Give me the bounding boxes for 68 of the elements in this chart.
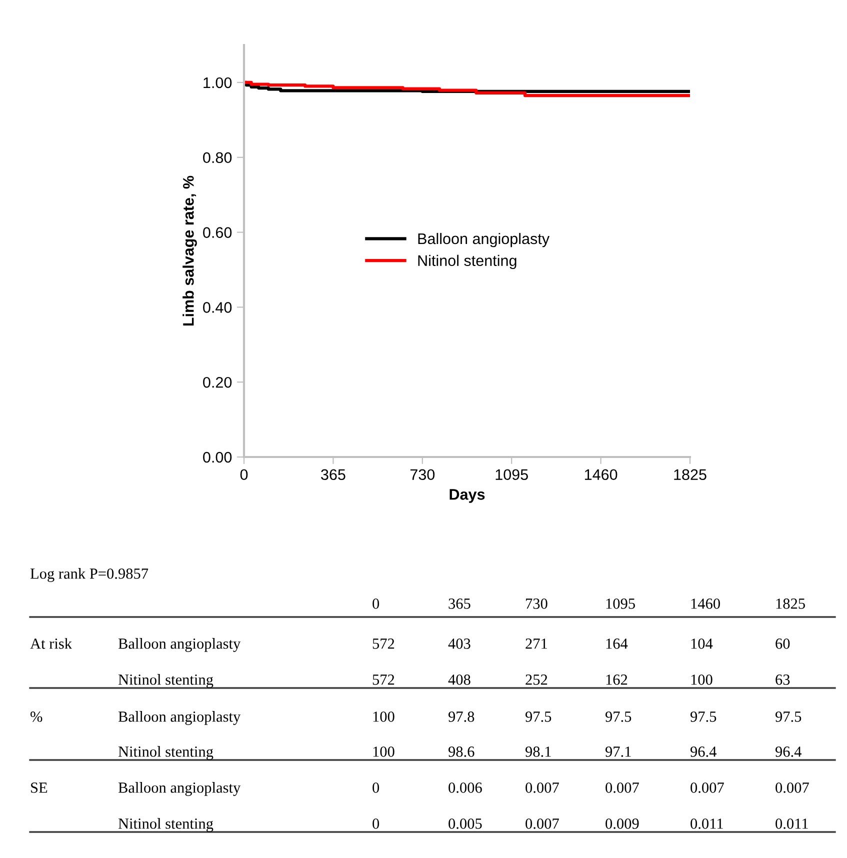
text: 0.007 [690,782,724,793]
text: At risk [30,638,72,649]
x-tick-label: 1095 [496,469,528,480]
text: 1095 [606,598,635,609]
text: Balloon angioplasty [118,782,241,796]
text: 0.007 [526,782,559,793]
text: 572 [372,638,394,649]
text: 0.011 [776,818,808,829]
text: 0 [372,598,380,609]
text: 572 [372,674,394,685]
text: 403 [448,638,470,649]
x-tick-label: 730 [410,469,435,480]
text: 97.5 [525,712,552,722]
text: 98.6 [448,746,474,757]
text: 60 [776,638,790,649]
y-tick-label: 1.00 [204,77,232,88]
text: 0.009 [606,818,639,829]
text: 365 [448,598,470,609]
text: 0.005 [448,818,482,829]
text: Nitinol stenting [118,818,214,832]
text: 97.5 [605,712,632,722]
text: Balloon angioplasty [118,711,241,725]
text: 98.1 [525,746,551,757]
text: 100 [373,712,394,722]
text: 96.4 [690,746,716,757]
text: SE [31,782,48,793]
text: 97.1 [605,746,631,757]
text: 0.007 [526,818,559,829]
text: 164 [606,638,628,649]
text: 0.007 [776,782,809,793]
text: 97.5 [690,712,716,722]
text: Nitinol stenting [118,746,214,760]
text: 104 [691,638,713,649]
y-tick-label: 0.00 [203,452,232,463]
text: 1460 [691,598,720,609]
x-axis-title: Days [450,489,485,503]
text: 96.4 [775,746,802,757]
text: % [30,712,42,722]
text: Nitinol stenting [118,674,214,688]
legend-label: Nitinol stenting [418,254,516,270]
x-tick-label: 1825 [674,469,706,480]
text: 0.006 [448,782,482,793]
text: 63 [776,674,790,685]
text: 97.5 [775,712,802,722]
y-tick-label: 0.20 [203,376,232,388]
text: 0 [372,782,380,793]
text: 97.8 [448,712,474,722]
y-tick-label: 0.80 [203,152,232,164]
text: 0 [372,818,380,829]
x-tick-label: 1460 [584,469,618,480]
y-tick-label: 0.40 [203,302,232,313]
x-tick-label: 365 [321,469,346,480]
text: Balloon angioplasty [118,638,241,652]
text: 100 [373,746,394,757]
text: 730 [526,598,548,609]
text: 408 [448,674,470,685]
x-tick-label: 0 [240,469,248,480]
y-axis-title: Limb salvage rate, % [182,176,197,326]
text: 0.007 [606,782,639,793]
text: 162 [606,674,628,685]
text: 271 [526,638,547,649]
text: 252 [526,674,548,685]
text: Log rank P=0.9857 [30,568,148,582]
text: 1825 [776,598,805,609]
legend-label: Balloon angioplasty [418,232,550,248]
text: 100 [691,674,712,685]
text: 0.011 [690,818,723,829]
y-tick-label: 0.60 [203,227,232,238]
